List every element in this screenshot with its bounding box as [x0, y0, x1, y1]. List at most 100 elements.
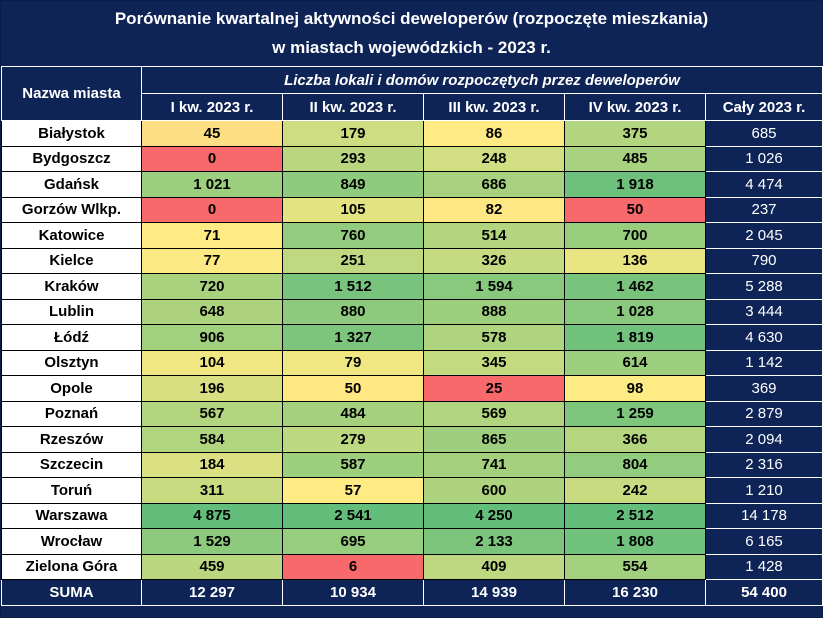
year-total-cell: 2 094: [704, 426, 823, 453]
table-row: Gorzów Wlkp. 0 105 82 50 237: [1, 196, 823, 223]
quarter-value-cell: 25: [423, 375, 565, 402]
column-header: III kw. 2023 r.: [423, 93, 565, 121]
table-body: Białystok 45 179 86 375 685 Bydgoszcz 0 293 248 48…: [1, 120, 823, 580]
title-line-1: Porównanie kwartalnej aktywności dewelop…: [114, 9, 709, 28]
quarter-value-cell: 1 462: [564, 273, 706, 300]
year-total-cell: 1 142: [704, 349, 823, 376]
column-header: II kw. 2023 r.: [282, 93, 424, 121]
table-row: Opole 196 50 25 98 369: [1, 375, 823, 402]
summary-row: SUMA 12 297 10 934 14 939 16 230 54 400: [1, 579, 823, 606]
quarter-value-cell: 4 875: [141, 502, 283, 529]
column-header: Cały 2023 r.: [704, 93, 823, 121]
table-row: Zielona Góra 459 6 409 554 1 428: [1, 553, 823, 580]
quarter-value-cell: 1 808: [564, 528, 706, 555]
table-row: Poznań 567 484 569 1 259 2 879: [1, 400, 823, 427]
group-header: Liczba lokali i domów rozpoczętych przez…: [140, 66, 823, 94]
quarter-value-cell: 1 028: [564, 298, 706, 325]
quarter-value-cell: 45: [141, 120, 283, 147]
year-total-cell: 237: [704, 196, 823, 223]
quarter-value-cell: 242: [564, 477, 706, 504]
table-row: Szczecin 184 587 741 804 2 316: [1, 451, 823, 478]
table-row: Lublin 648 880 888 1 028 3 444: [1, 298, 823, 325]
quarter-value-cell: 409: [423, 553, 565, 580]
quarter-value-cell: 484: [282, 400, 424, 427]
quarter-value-cell: 600: [423, 477, 565, 504]
table-title: Porównanie kwartalnej aktywności dewelop…: [1, 1, 822, 66]
quarter-value-cell: 82: [423, 196, 565, 223]
table-row: Łódź 906 1 327 578 1 819 4 630: [1, 324, 823, 351]
city-name: Zielona Góra: [1, 553, 142, 580]
city-name: Warszawa: [1, 502, 142, 529]
quarter-value-cell: 184: [141, 451, 283, 478]
year-total-cell: 4 630: [704, 324, 823, 351]
quarter-value-cell: 614: [564, 349, 706, 376]
quarter-value-cell: 1 259: [564, 400, 706, 427]
quarter-value-cell: 700: [564, 222, 706, 249]
table-row: Warszawa 4 875 2 541 4 250 2 512 14 178: [1, 502, 823, 529]
year-total-cell: 6 165: [704, 528, 823, 555]
column-header: IV kw. 2023 r.: [564, 93, 706, 121]
year-total-cell: 2 045: [704, 222, 823, 249]
summary-value: 10 934: [282, 579, 424, 606]
quarter-value-cell: 1 918: [564, 171, 706, 198]
quarter-value-cell: 569: [423, 400, 565, 427]
city-name: Gorzów Wlkp.: [1, 196, 142, 223]
quarter-value-cell: 375: [564, 120, 706, 147]
quarter-value-cell: 57: [282, 477, 424, 504]
quarter-value-cell: 136: [564, 247, 706, 274]
quarter-value-cell: 584: [141, 426, 283, 453]
city-name: Olsztyn: [1, 349, 142, 376]
quarter-value-cell: 865: [423, 426, 565, 453]
city-name: Opole: [1, 375, 142, 402]
city-column-header: Nazwa miasta: [1, 66, 142, 121]
year-total-cell: 5 288: [704, 273, 823, 300]
quarter-value-cell: 77: [141, 247, 283, 274]
quarter-value-cell: 888: [423, 298, 565, 325]
city-name: Kielce: [1, 247, 142, 274]
city-name: Łódź: [1, 324, 142, 351]
quarter-value-cell: 686: [423, 171, 565, 198]
quarter-value-cell: 98: [564, 375, 706, 402]
quarter-value-cell: 804: [564, 451, 706, 478]
summary-value: 16 230: [564, 579, 706, 606]
quarter-value-cell: 50: [564, 196, 706, 223]
quarter-value-cell: 179: [282, 120, 424, 147]
quarter-value-cell: 1 021: [141, 171, 283, 198]
summary-label: SUMA: [1, 579, 142, 606]
quarter-value-cell: 2 541: [282, 502, 424, 529]
city-name: Bydgoszcz: [1, 145, 142, 172]
quarter-value-cell: 1 594: [423, 273, 565, 300]
quarter-value-cell: 849: [282, 171, 424, 198]
table-row: Wrocław 1 529 695 2 133 1 808 6 165: [1, 528, 823, 555]
quarter-value-cell: 554: [564, 553, 706, 580]
quarter-value-cell: 648: [141, 298, 283, 325]
quarter-value-cell: 0: [141, 145, 283, 172]
table-row: Bydgoszcz 0 293 248 485 1 026: [1, 145, 823, 172]
city-name: Rzeszów: [1, 426, 142, 453]
quarter-value-cell: 71: [141, 222, 283, 249]
city-name: Gdańsk: [1, 171, 142, 198]
city-name: Toruń: [1, 477, 142, 504]
year-total-cell: 1 026: [704, 145, 823, 172]
city-name: Białystok: [1, 120, 142, 147]
table-row: Toruń 311 57 600 242 1 210: [1, 477, 823, 504]
quarter-value-cell: 578: [423, 324, 565, 351]
quarter-value-cell: 366: [564, 426, 706, 453]
quarter-value-cell: 514: [423, 222, 565, 249]
city-name: Lublin: [1, 298, 142, 325]
quarter-value-cell: 104: [141, 349, 283, 376]
city-name: Wrocław: [1, 528, 142, 555]
city-name: Katowice: [1, 222, 142, 249]
quarter-value-cell: 196: [141, 375, 283, 402]
year-total-cell: 2 879: [704, 400, 823, 427]
year-total-cell: 4 474: [704, 171, 823, 198]
summary-value: 54 400: [704, 579, 823, 606]
table-row: Gdańsk 1 021 849 686 1 918 4 474: [1, 171, 823, 198]
quarter-value-cell: 293: [282, 145, 424, 172]
year-total-cell: 3 444: [704, 298, 823, 325]
quarter-value-cell: 50: [282, 375, 424, 402]
table-row: Kraków 720 1 512 1 594 1 462 5 288: [1, 273, 823, 300]
quarter-value-cell: 1 327: [282, 324, 424, 351]
year-total-cell: 685: [704, 120, 823, 147]
